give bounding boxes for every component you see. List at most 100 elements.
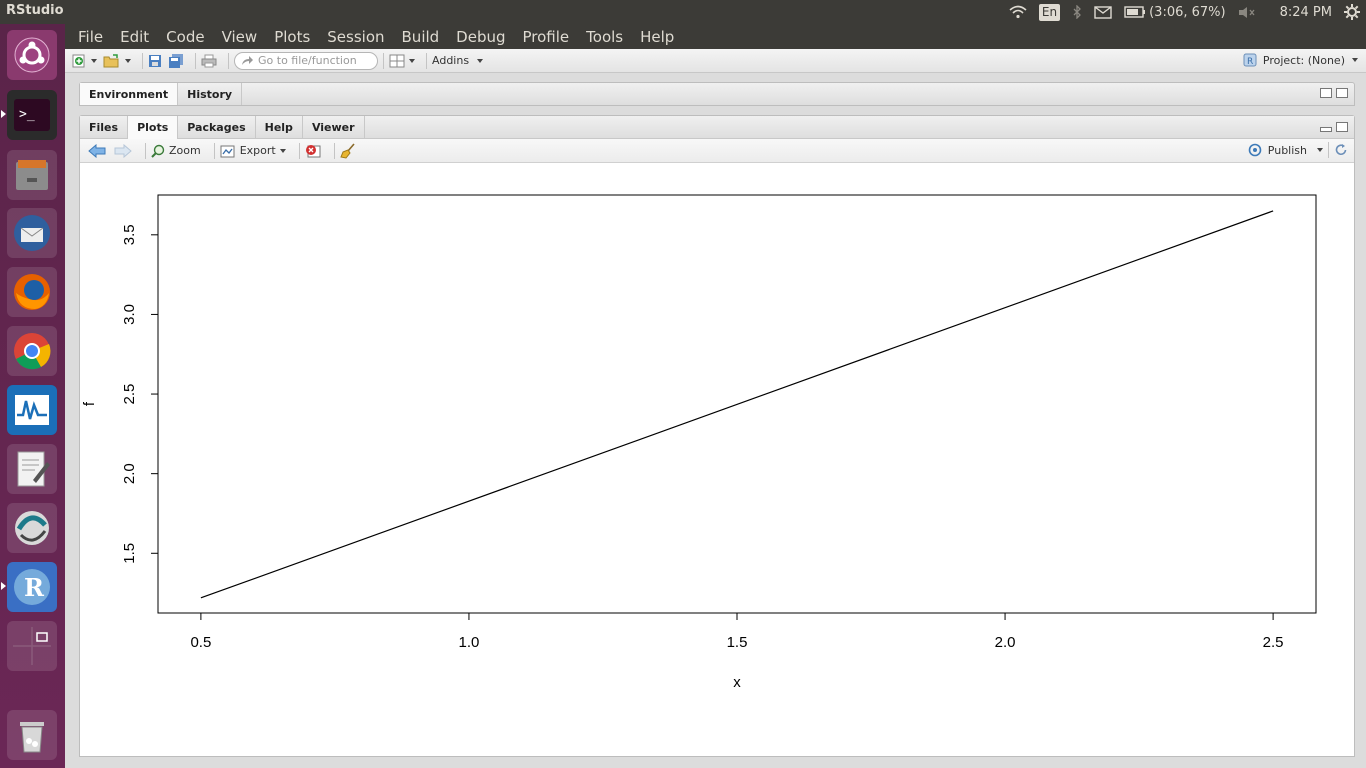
caret-down-icon [1317,148,1323,152]
menu-bar: File Edit Code View Plots Session Build … [65,24,1366,49]
menu-plots[interactable]: Plots [274,27,311,46]
tab-files[interactable]: Files [80,116,129,139]
menu-profile[interactable]: Profile [522,27,570,46]
battery-indicator[interactable]: (3:06, 67%) [1124,5,1226,20]
remove-plot-icon [305,144,321,157]
keyboard-layout-indicator[interactable]: En [1038,3,1061,21]
toolbar-separator [426,52,427,69]
addins-button[interactable]: Addins [432,52,484,70]
menu-tools[interactable]: Tools [586,27,624,46]
goto-file-function-input[interactable]: Go to file/function [234,51,378,70]
terminal-icon[interactable]: >_ [7,90,57,140]
addins-label: Addins [432,54,470,67]
zoom-icon [151,144,165,158]
toolbar-separator [1328,142,1329,158]
save-button[interactable] [148,52,162,70]
project-label: Project: (None) [1262,53,1345,67]
y-axis-label: f [81,401,98,406]
system-top-panel: RStudio En (3:06, 67%) 8:24 PM [0,0,1366,24]
plots-pane-tabs: Files Plots Packages Help Viewer [80,116,1354,139]
tab-plots[interactable]: Plots [128,116,179,139]
plots-pane: Files Plots Packages Help Viewer Zoom [79,115,1355,757]
keyboard-layout-label: En [1038,3,1061,21]
broom-icon [340,142,355,159]
restore-pane-icon[interactable] [1320,88,1332,98]
workspace-switcher-icon[interactable] [7,621,57,671]
svg-text:R: R [24,573,45,602]
grid-panes-icon [389,54,405,67]
plots-toolbar: Zoom Export Publish [80,139,1354,163]
goto-arrow-icon [242,55,253,65]
tab-history[interactable]: History [178,83,243,105]
network-app-icon[interactable] [7,503,57,553]
new-file-icon [72,54,85,67]
settings-gear-icon[interactable] [1344,4,1360,20]
menu-build[interactable]: Build [401,27,440,46]
wifi-icon[interactable] [1009,5,1027,19]
y-tick-label: 2.0 [121,463,138,484]
toolbar-separator [195,52,196,69]
clock[interactable]: 8:24 PM [1279,4,1332,20]
bluetooth-icon[interactable] [1072,5,1082,19]
rstudio-icon[interactable]: R [7,562,57,612]
menu-edit[interactable]: Edit [120,27,150,46]
x-tick-label: 0.5 [190,634,211,651]
menu-debug[interactable]: Debug [456,27,506,46]
maximize-pane-icon[interactable] [1336,122,1348,132]
publish-button[interactable]: Publish [1247,142,1348,158]
clear-all-plots-button[interactable] [340,142,356,159]
open-file-button[interactable] [103,52,131,70]
battery-icon [1124,6,1146,18]
save-icon [149,54,161,67]
new-file-button[interactable] [71,52,97,70]
x-tick-label: 2.5 [1263,634,1284,651]
workspace-panes-button[interactable] [389,52,415,70]
toolbar-separator [383,52,384,69]
zoom-label: Zoom [169,144,201,157]
trash-icon[interactable] [7,710,57,760]
volume-icon[interactable] [1238,6,1256,19]
x-tick-label: 1.0 [459,634,480,651]
y-tick-label: 3.5 [121,224,138,245]
text-editor-icon[interactable] [7,444,57,494]
menu-code[interactable]: Code [166,27,205,46]
minimize-pane-icon[interactable] [1320,127,1332,132]
system-monitor-icon[interactable] [7,385,57,435]
dash-home-icon[interactable] [7,30,57,80]
tab-help[interactable]: Help [256,116,303,139]
arrow-right-icon [114,143,132,158]
tab-environment[interactable]: Environment [80,83,179,105]
firefox-icon[interactable] [7,267,57,317]
tab-packages[interactable]: Packages [178,116,256,139]
caret-down-icon [477,58,484,63]
toolbar-separator [145,142,146,159]
thunderbird-icon[interactable] [7,208,57,258]
chrome-icon[interactable] [7,326,57,376]
caret-down-icon [409,58,415,63]
maximize-pane-icon[interactable] [1336,88,1348,98]
y-tick-label: 3.0 [121,304,138,325]
export-button[interactable]: Export [220,144,286,158]
toolbar-separator [333,142,335,159]
menu-view[interactable]: View [221,27,258,46]
print-button[interactable] [201,52,217,70]
refresh-icon[interactable] [1334,143,1348,157]
launcher-running-indicator [1,582,6,590]
mail-icon[interactable] [1094,5,1112,19]
zoom-button[interactable]: Zoom [151,144,201,158]
export-label: Export [239,144,276,157]
files-icon[interactable] [7,150,57,200]
save-all-button[interactable] [168,52,184,70]
remove-plot-button[interactable] [305,144,321,158]
arrow-left-icon [88,143,106,158]
plot-viewer: 0.5 1.0 1.5 2.0 2.5 1.5 2.0 2.5 3.0 3.5 x f [80,163,1354,757]
menu-session[interactable]: Session [327,27,385,46]
next-plot-button[interactable] [114,143,132,158]
previous-plot-button[interactable] [88,143,106,158]
series-line [200,210,1274,599]
x-tick-label: 2.0 [995,634,1016,651]
menu-help[interactable]: Help [640,27,675,46]
menu-file[interactable]: File [78,27,104,46]
tab-viewer[interactable]: Viewer [303,116,365,139]
project-menu-button[interactable]: R Project: (None) [1243,53,1358,67]
